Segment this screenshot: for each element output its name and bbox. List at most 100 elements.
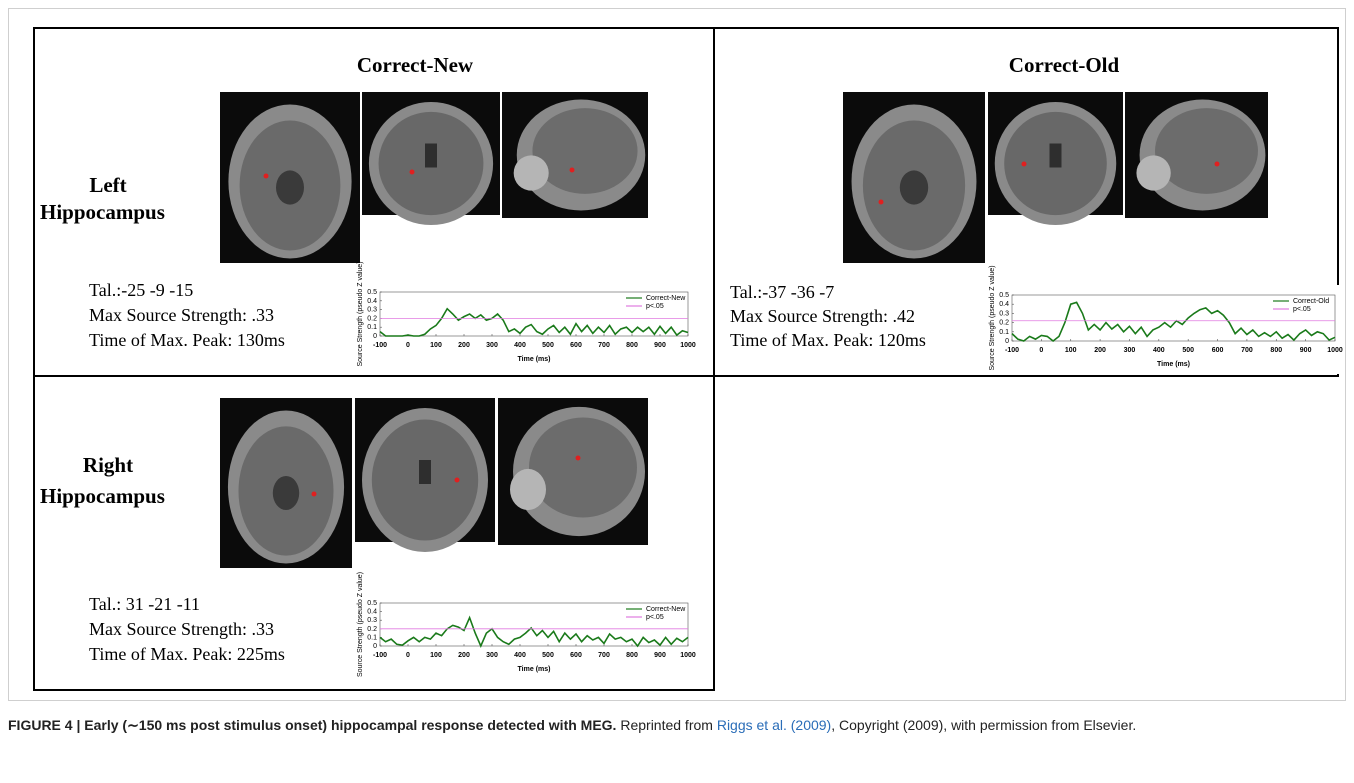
x-tick-label: 300 [486, 652, 498, 659]
x-tick-label: 800 [626, 342, 638, 349]
condition-title: Correct-Old [1009, 53, 1120, 77]
series-line [379, 615, 689, 649]
y-tick-label: 0.5 [999, 292, 1009, 299]
figure: Correct-New Correct-Old Left Hippocampus… [8, 8, 1346, 701]
citation-link[interactable]: Riggs et al. (2009) [716, 717, 832, 733]
y-tick-label: 0 [373, 333, 377, 340]
x-tick-label: 0 [1039, 347, 1043, 354]
y-tick-label: 0.4 [999, 301, 1009, 308]
x-tick-label: 600 [570, 342, 582, 349]
mri-detail [510, 468, 546, 511]
x-axis-label: Time (ms) [1157, 361, 1190, 368]
region-label: Left [89, 173, 126, 197]
y-tick-label: 0.2 [367, 315, 377, 322]
mri-detail [899, 170, 929, 205]
mri-detail [425, 143, 437, 168]
legend-label: Correct-New [646, 295, 686, 302]
x-tick-label: 900 [654, 652, 666, 659]
x-tick-label: 100 [1065, 347, 1077, 354]
x-tick-label: -100 [1005, 347, 1019, 354]
x-tick-label: 900 [1300, 347, 1312, 354]
x-tick-label: 600 [1212, 347, 1224, 354]
y-tick-label: 0.1 [367, 634, 377, 641]
stats-line: Time of Max. Peak: 225ms [89, 644, 285, 664]
x-tick-label: 200 [458, 342, 470, 349]
x-tick-label: 0 [406, 342, 410, 349]
x-tick-label: 400 [514, 652, 526, 659]
y-tick-label: 0.1 [367, 324, 377, 331]
condition-title: Correct-New [357, 53, 474, 77]
mri-brain [529, 417, 637, 518]
x-tick-label: -100 [373, 342, 387, 349]
source-marker [311, 491, 317, 497]
mri-detail [1049, 143, 1062, 168]
x-tick-label: 100 [430, 652, 442, 659]
x-tick-label: 300 [486, 342, 498, 349]
source-marker [409, 169, 415, 175]
x-tick-label: 100 [430, 342, 442, 349]
caption: FIGURE 4 | Early (∼150 ms post stimulus … [8, 714, 1338, 736]
mri-detail [513, 155, 549, 191]
series-line [379, 307, 689, 337]
x-tick-label: 500 [1182, 347, 1194, 354]
caption-title: Early (∼150 ms post stimulus onset) hipp… [84, 717, 617, 733]
source-marker [263, 173, 269, 179]
x-tick-label: 300 [1124, 347, 1136, 354]
plot-frame [379, 602, 689, 647]
x-tick-label: 900 [654, 342, 666, 349]
mri-detail [272, 476, 300, 510]
x-tick-label: 500 [542, 652, 554, 659]
x-tick-label: 1000 [1327, 347, 1343, 354]
source-marker [569, 167, 575, 173]
legend-label: p<.05 [646, 614, 664, 621]
mri-brain [1155, 108, 1258, 194]
mri-detail [419, 460, 431, 484]
chart-background [985, 285, 1341, 374]
legend-label: p<.05 [646, 303, 664, 310]
figure-frame [8, 8, 1346, 701]
legend-label: Correct-Old [1293, 298, 1329, 305]
x-tick-label: 800 [1270, 347, 1282, 354]
y-tick-label: 0.3 [367, 307, 377, 314]
caption-text: Reprinted from [620, 717, 713, 733]
x-tick-label: 600 [570, 652, 582, 659]
y-tick-label: 0.5 [367, 289, 377, 296]
y-tick-label: 0.3 [367, 617, 377, 624]
x-axis-label: Time (ms) [518, 356, 551, 363]
mri-brain [532, 108, 638, 194]
y-tick-label: 0.1 [999, 329, 1009, 336]
legend-label: p<.05 [1293, 306, 1311, 313]
x-tick-label: -100 [373, 652, 387, 659]
y-tick-label: 0.5 [367, 600, 377, 607]
x-tick-label: 400 [514, 342, 526, 349]
x-tick-label: 200 [458, 652, 470, 659]
y-tick-label: 0 [373, 643, 377, 650]
panel-frame [33, 375, 715, 691]
x-tick-label: 500 [542, 342, 554, 349]
x-tick-label: 700 [598, 652, 610, 659]
x-tick-label: 800 [626, 652, 638, 659]
plot-frame [1011, 294, 1336, 342]
stats-line: Tal.:-37 -36 -7 [730, 282, 834, 302]
legend-label: Correct-New [646, 606, 686, 613]
y-tick-label: 0.4 [367, 609, 377, 616]
source-marker [1021, 161, 1027, 167]
x-axis-label: Time (ms) [518, 666, 551, 673]
source-marker [1214, 161, 1220, 167]
region-label: Hippocampus [40, 200, 165, 224]
mri-detail [276, 170, 304, 205]
y-tick-label: 0.2 [999, 320, 1009, 327]
stats-line: Time of Max. Peak: 130ms [89, 330, 285, 350]
y-tick-label: 0.4 [367, 298, 377, 305]
source-marker [575, 455, 581, 461]
plot-frame [379, 291, 689, 337]
mri-detail [1136, 155, 1171, 191]
series-line [1011, 301, 1336, 343]
caption-label: FIGURE 4 | [8, 717, 81, 733]
source-marker [878, 199, 884, 205]
y-axis-label: Source Strength (pseudo Z value) [989, 265, 996, 370]
x-tick-label: 400 [1153, 347, 1165, 354]
region-label: Hippocampus [40, 484, 165, 508]
x-tick-label: 0 [406, 652, 410, 659]
stats-line: Tal.:-25 -9 -15 [89, 280, 193, 300]
